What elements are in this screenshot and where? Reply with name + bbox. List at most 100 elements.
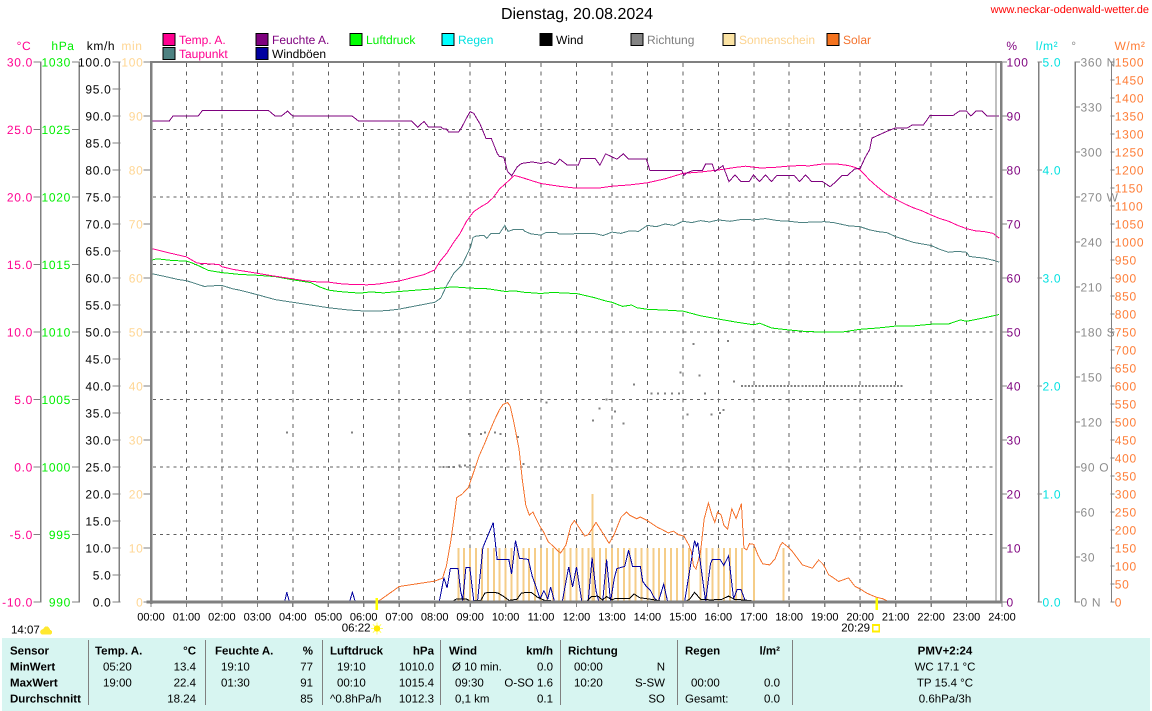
svg-text:90 O: 90 O [1081,460,1110,474]
svg-text:S-SW: S-SW [635,678,665,690]
svg-text:TP 15.4 °C: TP 15.4 °C [917,678,973,690]
svg-text:300: 300 [1081,145,1103,159]
svg-text:1400: 1400 [1115,91,1145,105]
svg-text:70: 70 [1007,217,1022,231]
svg-text:5.0: 5.0 [93,568,112,582]
svg-text:1000: 1000 [1115,235,1145,249]
svg-text:Luftdruck: Luftdruck [330,646,384,658]
svg-text:0.0: 0.0 [1043,595,1062,609]
svg-text:30: 30 [1081,550,1096,564]
svg-text:Luftdruck: Luftdruck [366,33,416,47]
svg-text:PMV+2:24: PMV+2:24 [918,646,973,658]
svg-text:150: 150 [1115,541,1137,555]
svg-text:25.0: 25.0 [7,123,33,137]
svg-text:1010: 1010 [42,325,72,339]
svg-text:02:00: 02:00 [208,612,236,624]
svg-text:20:00: 20:00 [846,612,874,624]
svg-text:16:00: 16:00 [705,612,733,624]
svg-text:40.0: 40.0 [85,379,111,393]
svg-text:70: 70 [129,217,144,231]
svg-text:1500: 1500 [1115,55,1145,69]
svg-text:www.neckar-odenwald-wetter.de: www.neckar-odenwald-wetter.de [990,4,1149,16]
svg-text:400: 400 [1115,451,1137,465]
svg-text:-10.0: -10.0 [2,595,33,609]
svg-text:50: 50 [1115,577,1130,591]
svg-text:990: 990 [49,595,71,609]
svg-text:01:30: 01:30 [221,678,250,690]
svg-text:250: 250 [1115,505,1137,519]
svg-text:20:29: 20:29 [841,623,870,635]
svg-text:10: 10 [1007,541,1022,555]
svg-text:hPa: hPa [51,39,74,53]
svg-text:50.0: 50.0 [85,325,111,339]
svg-text:550: 550 [1115,397,1137,411]
svg-text:21:00: 21:00 [882,612,910,624]
svg-text:0.0: 0.0 [764,694,780,706]
svg-text:240: 240 [1081,235,1103,249]
svg-text:00:10: 00:10 [337,678,366,690]
svg-text:0.1: 0.1 [537,694,553,706]
svg-text:1030: 1030 [42,55,72,69]
svg-text:55.0: 55.0 [85,298,111,312]
svg-text:100: 100 [121,55,143,69]
svg-text:Sonnenschein: Sonnenschein [739,33,815,47]
svg-text:0: 0 [1007,595,1014,609]
svg-text:Ø 10 min.: Ø 10 min. [452,662,502,674]
svg-text:10:20: 10:20 [574,678,603,690]
svg-text:Feuchte A.: Feuchte A. [215,646,273,658]
svg-text:1025: 1025 [42,123,72,137]
svg-text:180 S: 180 S [1081,325,1116,339]
svg-text:10: 10 [129,541,144,555]
svg-text:Regen: Regen [458,33,493,47]
svg-text:min: min [121,39,142,53]
svg-text:°C: °C [17,39,32,53]
svg-text:85.0: 85.0 [85,136,111,150]
svg-text:1300: 1300 [1115,127,1145,141]
svg-text:19:10: 19:10 [221,662,250,674]
svg-text:450: 450 [1115,433,1137,447]
svg-text:N: N [657,662,665,674]
svg-text:0 N: 0 N [1081,595,1102,609]
svg-text:15.0: 15.0 [7,258,33,272]
svg-text:800: 800 [1115,307,1137,321]
svg-text:l/m²: l/m² [1036,39,1058,53]
svg-text:20: 20 [1007,487,1022,501]
svg-text:Taupunkt: Taupunkt [179,47,228,61]
svg-text:1100: 1100 [1115,199,1144,213]
svg-text:MinWert: MinWert [10,662,55,674]
svg-text:0,1 km: 0,1 km [455,694,490,706]
svg-text:60.0: 60.0 [85,271,111,285]
svg-text:10.0: 10.0 [85,541,111,555]
svg-text:210: 210 [1081,280,1103,294]
svg-text:01:00: 01:00 [173,612,201,624]
svg-text:°: ° [1071,39,1076,53]
svg-text:1010.0: 1010.0 [399,662,434,674]
svg-text:-5.0: -5.0 [10,528,33,542]
svg-text:995: 995 [49,528,71,542]
svg-text:350: 350 [1115,469,1137,483]
svg-text:330: 330 [1081,100,1103,114]
svg-text:850: 850 [1115,289,1137,303]
svg-text:25.0: 25.0 [85,460,111,474]
svg-text:10.0: 10.0 [7,325,33,339]
svg-text:150: 150 [1081,370,1103,384]
svg-text:14:00: 14:00 [634,612,662,624]
svg-text:30: 30 [129,433,144,447]
svg-text:1350: 1350 [1115,109,1145,123]
svg-text:11:00: 11:00 [528,612,555,624]
svg-text:17:00: 17:00 [740,612,768,624]
svg-text:1000: 1000 [42,460,72,474]
svg-text:22:00: 22:00 [917,612,945,624]
svg-text:5.0: 5.0 [1043,55,1062,69]
svg-text:^0.8hPa/h: ^0.8hPa/h [330,694,381,706]
svg-text:360 N: 360 N [1081,55,1117,69]
svg-text:18:00: 18:00 [775,612,803,624]
svg-text:15.0: 15.0 [85,514,111,528]
svg-text:18.24: 18.24 [167,694,196,706]
svg-text:1250: 1250 [1115,145,1145,159]
svg-text:1015: 1015 [42,258,72,272]
svg-text:77: 77 [300,662,313,674]
svg-text:1020: 1020 [42,190,72,204]
svg-text:km/h: km/h [87,39,115,53]
svg-text:700: 700 [1115,343,1137,357]
